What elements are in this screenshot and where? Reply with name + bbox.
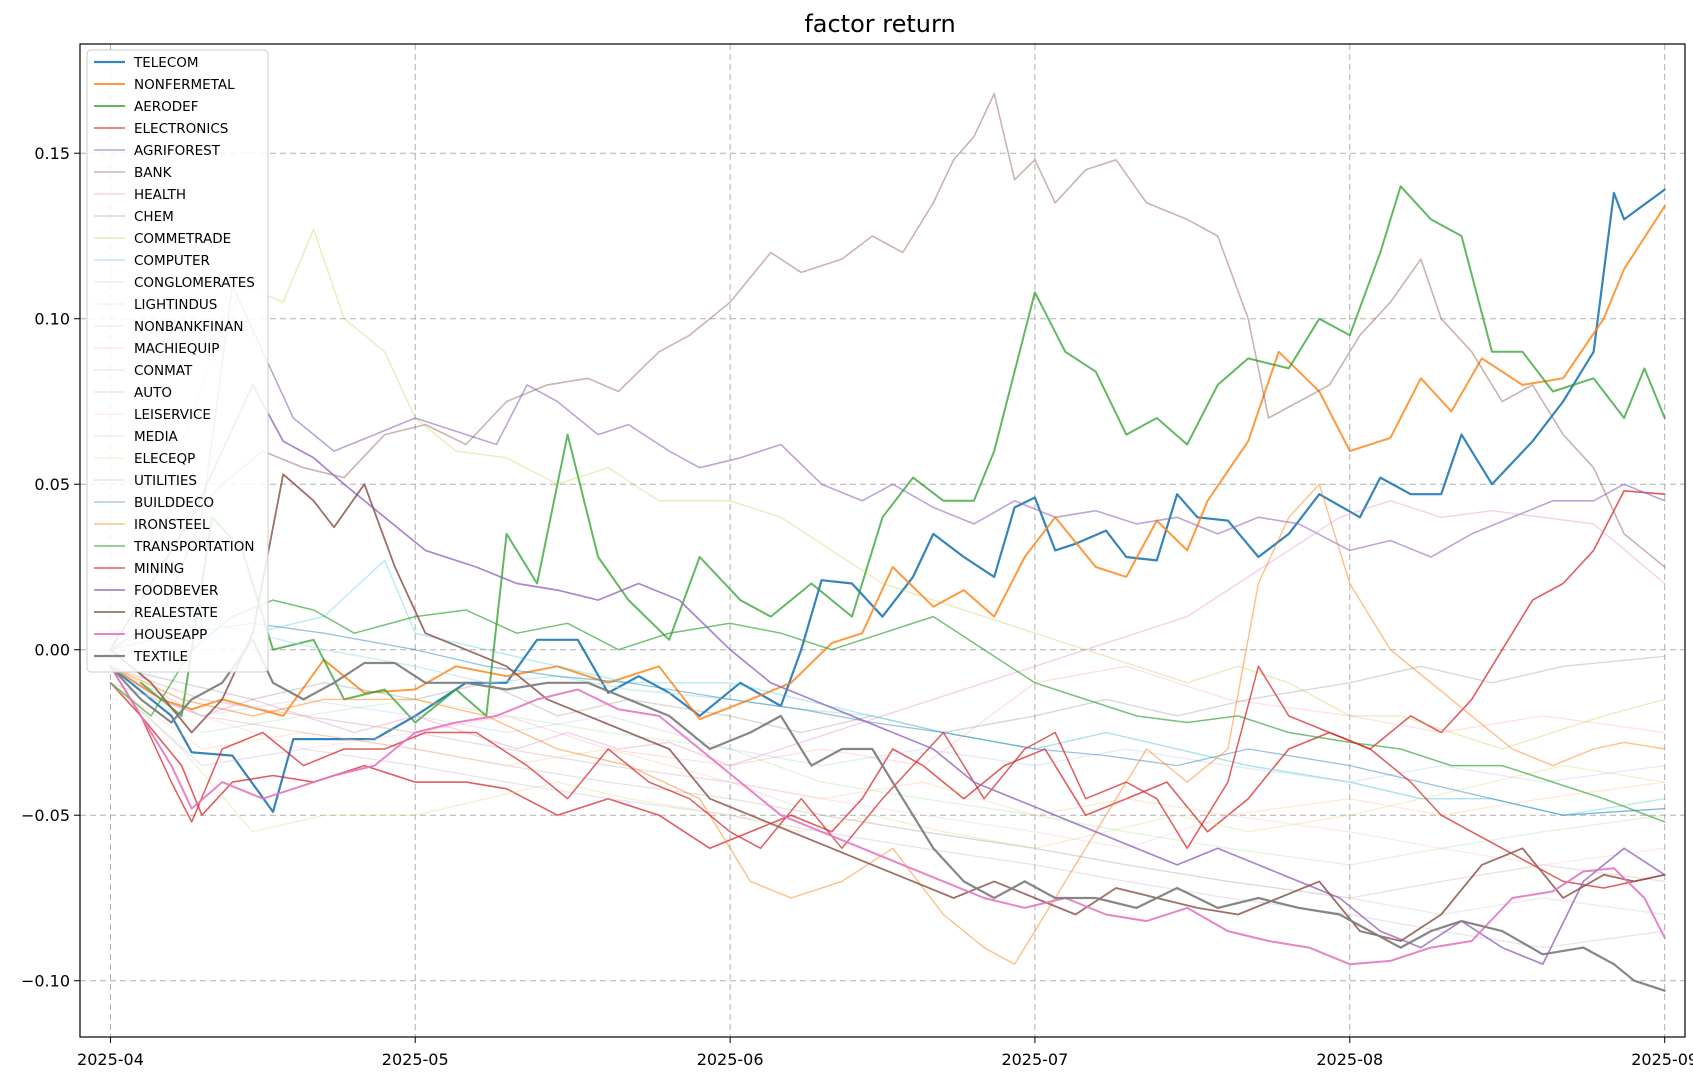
series-line-auto: [109, 665, 1666, 899]
series-line-conmat: [109, 682, 1666, 949]
legend-label: ELECEQP: [134, 451, 195, 467]
series-line-utilities: [109, 615, 1666, 816]
series-line-houseapp: [109, 665, 1666, 966]
series-line-telecom: [109, 188, 1666, 814]
y-tick-label: 0.05: [34, 475, 70, 494]
series-line-electronics: [109, 489, 1666, 850]
series-line-realestate: [109, 473, 1666, 942]
series-line-machiequip: [109, 665, 1666, 767]
series-line-chem: [109, 655, 1666, 734]
grid-layer: [80, 44, 1685, 1037]
legend-label: CONGLOMERATES: [134, 275, 255, 291]
legend-label: CONMAT: [134, 363, 193, 379]
y-tick-label: −0.10: [21, 972, 70, 991]
x-tick-label: 2025-05: [382, 1050, 449, 1069]
x-tick-label: 2025-09: [1631, 1050, 1693, 1069]
series-line-foodbever: [109, 384, 1666, 966]
x-tick-label: 2025-06: [697, 1050, 764, 1069]
legend-label: COMPUTER: [134, 253, 210, 269]
series-line-media: [109, 665, 1666, 916]
legend-label: AERODEF: [134, 99, 198, 115]
series-line-textile: [109, 638, 1666, 992]
legend-label: FOODBEVER: [134, 583, 218, 599]
legend-label: IRONSTEEL: [134, 517, 210, 533]
legend-label: MEDIA: [134, 429, 179, 445]
y-tick-label: 0.10: [34, 310, 70, 329]
legend-label: COMMETRADE: [134, 231, 231, 247]
series-line-nonbankfinan: [109, 665, 1666, 866]
legend-label: BUILDDECO: [134, 495, 214, 511]
series-line-builddeco: [109, 622, 1666, 816]
series-line-ironsteel: [109, 483, 1666, 965]
legend-label: CHEM: [134, 209, 174, 225]
legend-label: LIGHTINDUS: [134, 297, 217, 313]
y-tick-label: 0.00: [34, 641, 70, 660]
series-layer: [109, 92, 1666, 992]
legend-box: [86, 49, 269, 673]
legend-label: NONBANKFINAN: [134, 319, 243, 335]
series-line-transportation: [109, 599, 1666, 823]
plot-area-frame: [79, 43, 1686, 1038]
series-line-commetrade: [109, 228, 1666, 750]
legend-label: TEXTILE: [133, 649, 188, 665]
legend-label: TRANSPORTATION: [133, 539, 255, 555]
legend-label: AUTO: [134, 385, 172, 401]
y-tick-label: 0.15: [34, 144, 70, 163]
series-line-computer: [109, 559, 1666, 816]
legend-label: NONFERMETAL: [134, 77, 235, 93]
x-tick-label: 2025-08: [1316, 1050, 1383, 1069]
y-tick-label: −0.05: [21, 806, 70, 825]
legend-label: ELECTRONICS: [134, 121, 228, 137]
series-line-agriforest: [109, 284, 1666, 651]
series-line-conglomerates: [109, 682, 1666, 783]
series-line-leiservice: [109, 682, 1666, 866]
legend-label: REALESTATE: [134, 605, 218, 621]
chart-title: factor return: [804, 10, 955, 38]
legend-label: MACHIEQUIP: [134, 341, 219, 357]
legend-label: LEISERVICE: [134, 407, 211, 423]
legend-label: UTILITIES: [134, 473, 197, 489]
x-tick-label: 2025-04: [77, 1050, 144, 1069]
legend-label: BANK: [134, 165, 173, 181]
series-line-nonfermetal: [109, 205, 1666, 721]
series-line-lightindus: [109, 682, 1666, 816]
series-line-eleceqp: [109, 682, 1666, 849]
ticks-layer: 2025-04 2025-05 2025-06 2025-07 2025-08 2025-…: [21, 144, 1693, 1069]
series-line-aerodef: [139, 185, 1666, 724]
series-line-bank: [109, 92, 1666, 651]
legend-label: HEALTH: [134, 187, 186, 203]
legend: TELECOM NONFERMETAL AERODEF ELECTRONICS AGRI…: [86, 49, 269, 673]
legend-label: TELECOM: [133, 55, 199, 71]
legend-label: AGRIFOREST: [134, 143, 221, 159]
legend-label: HOUSEAPP: [134, 627, 207, 643]
series-line-health: [109, 500, 1666, 767]
series-line-mining: [109, 665, 1666, 889]
x-tick-label: 2025-07: [1001, 1050, 1068, 1069]
legend-label: MINING: [134, 561, 184, 577]
